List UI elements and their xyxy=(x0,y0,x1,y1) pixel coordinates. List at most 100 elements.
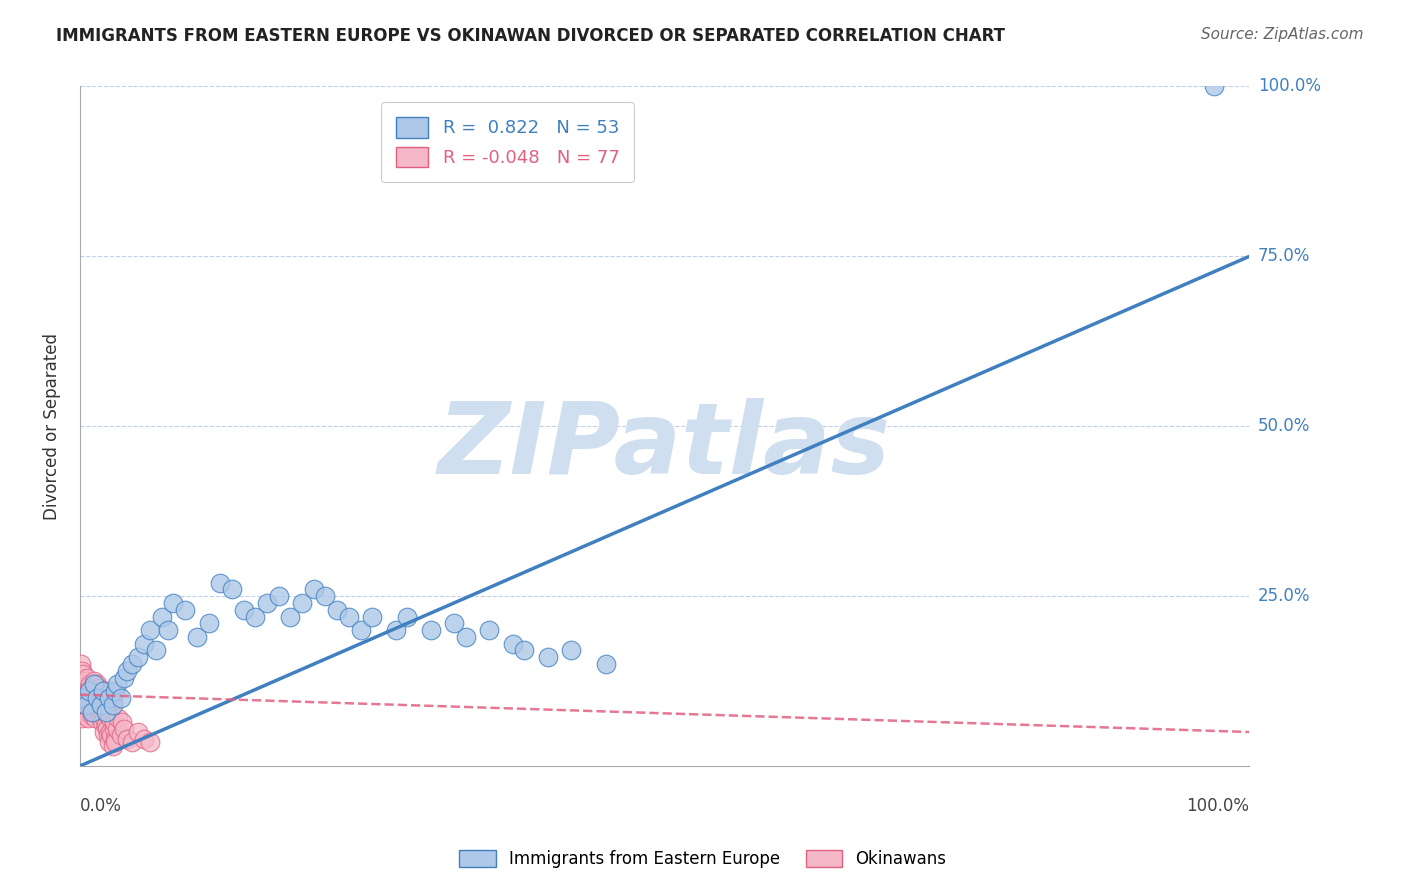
Point xyxy=(127,725,149,739)
Point xyxy=(72,667,94,681)
Point xyxy=(84,698,107,712)
Text: 50.0%: 50.0% xyxy=(1258,417,1310,435)
Point xyxy=(103,722,125,736)
Point xyxy=(91,684,114,698)
Point xyxy=(72,705,94,719)
Point xyxy=(139,623,162,637)
Point xyxy=(91,714,114,729)
Text: 25.0%: 25.0% xyxy=(1258,587,1310,605)
Point xyxy=(94,701,117,715)
Point xyxy=(90,705,112,719)
Point xyxy=(145,643,167,657)
Point xyxy=(76,705,98,719)
Point xyxy=(70,664,93,678)
Point xyxy=(419,623,441,637)
Point xyxy=(98,725,121,739)
Legend: R =  0.822   N = 53, R = -0.048   N = 77: R = 0.822 N = 53, R = -0.048 N = 77 xyxy=(381,103,634,182)
Point xyxy=(72,677,94,691)
Y-axis label: Divorced or Separated: Divorced or Separated xyxy=(44,333,60,520)
Point xyxy=(96,722,118,736)
Point xyxy=(101,739,124,753)
Point xyxy=(502,637,524,651)
Text: IMMIGRANTS FROM EASTERN EUROPE VS OKINAWAN DIVORCED OR SEPARATED CORRELATION CHA: IMMIGRANTS FROM EASTERN EUROPE VS OKINAW… xyxy=(56,27,1005,45)
Point xyxy=(326,603,349,617)
Text: 0.0%: 0.0% xyxy=(80,797,122,814)
Point xyxy=(90,698,112,712)
Point xyxy=(70,691,93,706)
Point xyxy=(83,674,105,689)
Point xyxy=(103,714,125,729)
Point xyxy=(232,603,254,617)
Point xyxy=(443,616,465,631)
Point xyxy=(197,616,219,631)
Point xyxy=(121,735,143,749)
Text: 100.0%: 100.0% xyxy=(1258,78,1320,95)
Point xyxy=(93,711,115,725)
Point xyxy=(513,643,536,657)
Point xyxy=(112,671,135,685)
Point xyxy=(80,708,103,723)
Point xyxy=(77,711,100,725)
Point xyxy=(90,711,112,725)
Point xyxy=(302,582,325,597)
Point xyxy=(82,688,104,702)
Point xyxy=(127,650,149,665)
Point xyxy=(396,609,419,624)
Point xyxy=(86,691,108,706)
Point xyxy=(77,684,100,698)
Point xyxy=(73,681,96,695)
Point xyxy=(83,677,105,691)
Point xyxy=(111,714,134,729)
Text: 75.0%: 75.0% xyxy=(1258,247,1310,265)
Point xyxy=(91,705,114,719)
Point xyxy=(84,691,107,706)
Point xyxy=(134,731,156,746)
Point xyxy=(337,609,360,624)
Point xyxy=(98,691,121,706)
Point xyxy=(101,694,124,708)
Point xyxy=(115,731,138,746)
Point xyxy=(87,708,110,723)
Point xyxy=(86,701,108,715)
Point xyxy=(87,681,110,695)
Point xyxy=(100,684,122,698)
Point xyxy=(93,725,115,739)
Point xyxy=(139,735,162,749)
Point xyxy=(76,671,98,685)
Point xyxy=(79,701,101,715)
Point xyxy=(361,609,384,624)
Point xyxy=(98,711,121,725)
Point xyxy=(384,623,406,637)
Point xyxy=(80,681,103,695)
Point xyxy=(72,691,94,706)
Point xyxy=(94,705,117,719)
Point xyxy=(174,603,197,617)
Point xyxy=(314,589,336,603)
Point xyxy=(70,657,93,671)
Point xyxy=(291,596,314,610)
Point xyxy=(186,630,208,644)
Point xyxy=(110,728,132,742)
Point xyxy=(221,582,243,597)
Point xyxy=(75,698,97,712)
Point xyxy=(86,677,108,691)
Point xyxy=(98,735,121,749)
Point xyxy=(115,664,138,678)
Point xyxy=(100,728,122,742)
Point xyxy=(84,684,107,698)
Point xyxy=(69,671,91,685)
Point xyxy=(104,684,127,698)
Point xyxy=(101,698,124,712)
Point xyxy=(75,674,97,689)
Text: 100.0%: 100.0% xyxy=(1187,797,1250,814)
Point xyxy=(89,688,111,702)
Point xyxy=(89,694,111,708)
Point xyxy=(80,705,103,719)
Point xyxy=(156,623,179,637)
Point xyxy=(77,691,100,706)
Point xyxy=(73,708,96,723)
Point xyxy=(77,698,100,712)
Point xyxy=(104,735,127,749)
Point xyxy=(91,688,114,702)
Point xyxy=(77,684,100,698)
